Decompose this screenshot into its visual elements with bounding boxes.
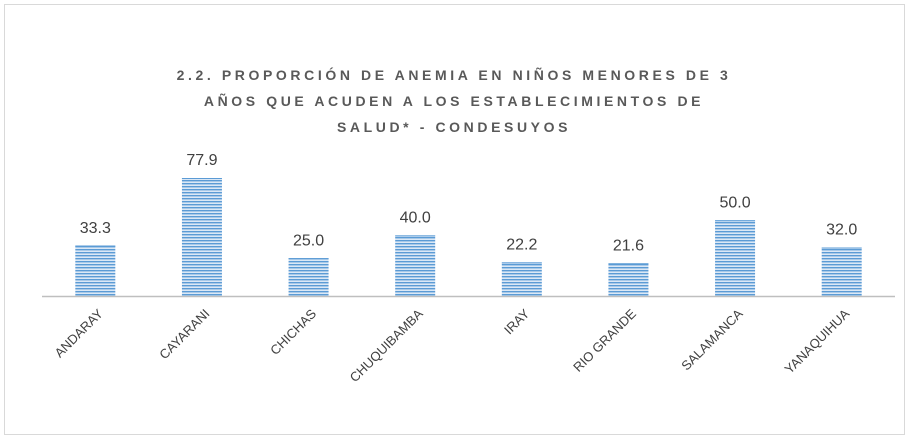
data-label: 40.0 bbox=[400, 210, 431, 227]
bar bbox=[181, 178, 222, 296]
data-label: 50.0 bbox=[719, 194, 750, 211]
bar bbox=[501, 262, 542, 296]
bar bbox=[75, 245, 116, 296]
data-label: 77.9 bbox=[186, 152, 217, 169]
chart-border bbox=[4, 4, 905, 435]
data-label: 21.6 bbox=[613, 237, 644, 254]
bar bbox=[715, 220, 756, 296]
bar bbox=[608, 263, 649, 296]
bar bbox=[288, 258, 329, 296]
data-label: 33.3 bbox=[80, 220, 111, 237]
bar bbox=[821, 247, 862, 296]
data-label: 22.2 bbox=[506, 237, 537, 254]
bar bbox=[395, 235, 436, 296]
data-label: 25.0 bbox=[293, 232, 324, 249]
data-label: 32.0 bbox=[826, 222, 857, 239]
chart-title: 2.2. PROPORCIÓN DE ANEMIA EN NIÑOS MENOR… bbox=[176, 67, 732, 135]
